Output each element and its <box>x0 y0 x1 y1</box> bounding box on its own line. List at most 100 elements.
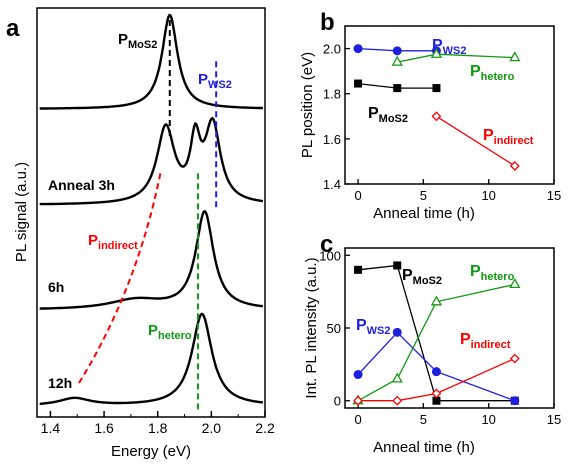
series-label-hetero: Phetero <box>470 263 515 283</box>
panel-a-spectra: 1.4 1.6 1.8 2.0 2.2 Anneal 3h6h12hPMoS2PWS2P… <box>13 7 275 460</box>
spectrum-curve <box>39 209 264 310</box>
spectrum-label: 12h <box>48 375 72 391</box>
panel-c-ticks: 0 5 10 15 0 50 100 <box>319 248 561 427</box>
series-label-mos2-main: P <box>368 105 379 122</box>
x-tick-label: 15 <box>547 188 561 203</box>
series-label-indirect-main: P <box>483 127 494 144</box>
data-point <box>431 367 441 377</box>
panel-b-ylabel: PL position (eV) <box>299 52 316 158</box>
x-tick-label: 10 <box>481 188 495 203</box>
series-label-mos2-sub: MoS2 <box>379 113 408 125</box>
panel-c-xlabel: Anneal time (h) <box>373 439 475 456</box>
y-tick-label: 2.0 <box>323 42 341 57</box>
peak-label-indirect: Pindirect <box>88 232 138 252</box>
data-point <box>509 278 521 289</box>
peak-label-ws2-main: P <box>198 71 208 88</box>
panel-a-frame <box>36 7 266 418</box>
series-label-indirect: Pindirect <box>483 127 534 147</box>
data-point <box>509 161 520 171</box>
series-label-mos2-sub: MoS2 <box>413 275 442 287</box>
data-point <box>354 79 363 88</box>
panel-c-ylabel: Int. PL intensity (a.u.) <box>303 257 320 398</box>
series-label-mos2: PMoS2 <box>368 105 408 125</box>
data-point <box>430 47 443 58</box>
panel-letter-c: c <box>320 231 333 258</box>
peak-label-ws2-sub: WS2 <box>208 79 232 91</box>
panel-b-series <box>353 44 521 171</box>
data-point <box>353 370 363 380</box>
data-point <box>432 396 441 405</box>
data-point <box>430 295 443 306</box>
x-tick-label: 5 <box>420 188 427 203</box>
series-label-hetero-main: P <box>470 263 481 280</box>
panel-letter-b: b <box>320 9 335 36</box>
panel-a-xlabel: Energy (eV) <box>111 443 191 460</box>
series-label-ws2-sub: WS2 <box>367 325 391 337</box>
data-point <box>353 44 363 54</box>
spectrum-label: 6h <box>48 279 64 295</box>
series-line-indirect <box>358 357 516 402</box>
series-label-hetero-main: P <box>470 63 481 80</box>
x-tick-label: 5 <box>420 412 427 427</box>
x-tick-label: 0 <box>354 412 361 427</box>
panel-letter-a: a <box>6 15 20 42</box>
y-tick-label: 50 <box>327 321 341 336</box>
data-point <box>393 84 402 93</box>
peak-label-mos2: PMoS2 <box>118 31 157 51</box>
panel-c-series <box>352 261 521 406</box>
data-point <box>431 388 442 399</box>
panel-b-pl-position: 0 5 10 151.41.61.82.0 PWS2PheteroPMoS2Pindi… <box>299 25 561 222</box>
panel-a-ylabel: PL signal (a.u.) <box>13 162 30 262</box>
panel-b-frame <box>344 25 555 185</box>
panel-a-guides <box>76 20 218 410</box>
series-line-mos2 <box>358 264 515 402</box>
y-tick-label: 0 <box>334 394 341 409</box>
series-label-ws2-main: P <box>432 37 443 54</box>
series-label-ws2-sub: WS2 <box>443 45 467 57</box>
peak-label-indirect-sub: indirect <box>98 240 138 252</box>
series-label-ws2: PWS2 <box>432 37 467 57</box>
x-tick-label: 1.6 <box>94 420 114 436</box>
series-label-indirect-sub: indirect <box>494 135 534 147</box>
series-label-mos2-main: P <box>402 267 413 284</box>
panel-a-curves <box>39 13 264 405</box>
series-label-hetero-sub: hetero <box>481 71 515 83</box>
data-point <box>391 55 403 66</box>
peak-label-ws2: PWS2 <box>198 71 232 91</box>
series-label-ws2: PWS2 <box>356 317 391 337</box>
spectrum-curve <box>39 116 264 206</box>
x-tick-label: 2.0 <box>202 420 222 436</box>
data-point <box>393 261 402 270</box>
y-tick-label: 1.4 <box>323 177 341 192</box>
peak-label-hetero-sub: hetero <box>158 330 192 342</box>
data-point <box>391 372 403 383</box>
y-tick-label: 100 <box>319 248 341 263</box>
data-point <box>354 265 363 274</box>
data-point <box>353 395 363 406</box>
y-tick-label: 1.8 <box>323 87 341 102</box>
series-label-indirect-main: P <box>460 331 471 348</box>
spectrum-label: Anneal 3h <box>48 177 115 193</box>
data-point <box>432 84 441 93</box>
x-tick-label: 1.8 <box>148 420 168 436</box>
x-tick-label: 1.4 <box>41 420 61 436</box>
data-point <box>392 395 403 406</box>
data-point <box>392 46 402 56</box>
series-line-ws2 <box>357 331 516 402</box>
guide-line-indirect <box>76 173 162 387</box>
series-label-hetero-sub: hetero <box>481 271 515 283</box>
data-point <box>509 51 521 62</box>
y-tick-label: 1.6 <box>323 132 341 147</box>
series-label-ws2-main: P <box>356 317 367 334</box>
peak-label-hetero-main: P <box>148 322 158 339</box>
x-tick-label: 15 <box>547 412 561 427</box>
panel-a-ticks: 1.4 1.6 1.8 2.0 2.2 <box>41 411 275 436</box>
series-label-mos2: PMoS2 <box>402 267 442 287</box>
series-label-hetero: Phetero <box>470 63 515 83</box>
series-line-indirect <box>436 115 516 167</box>
series-label-indirect-sub: indirect <box>471 339 511 351</box>
